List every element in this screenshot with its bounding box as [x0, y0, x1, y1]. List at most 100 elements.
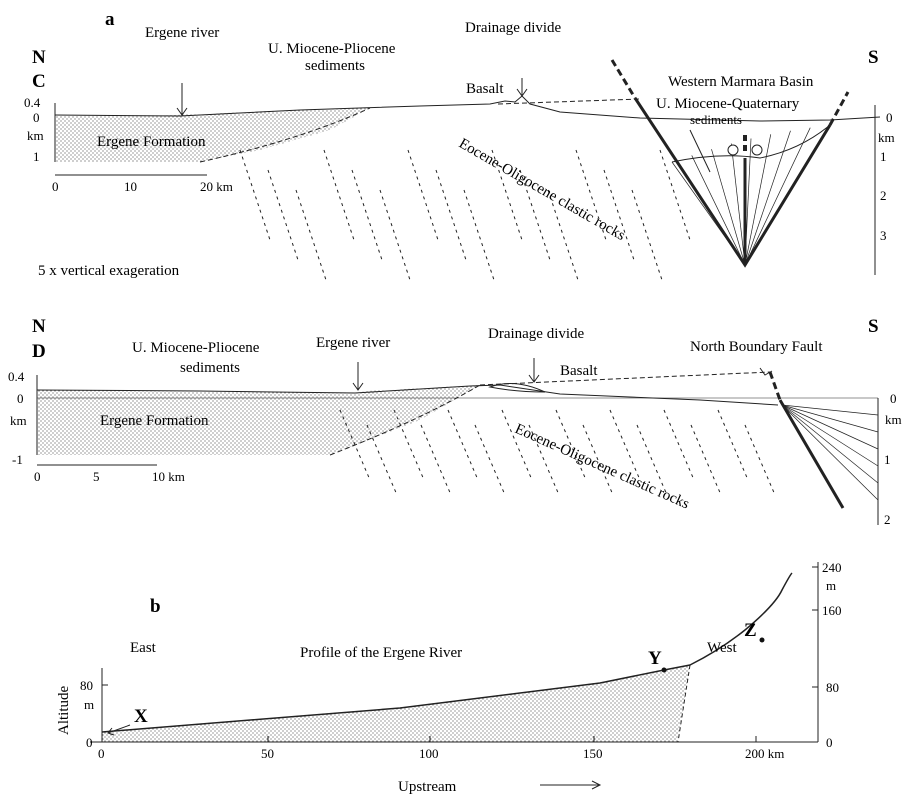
label: Basalt — [466, 81, 504, 97]
south: S — [868, 47, 879, 68]
basin-layers — [672, 125, 830, 265]
axis-label: 240 — [822, 560, 842, 575]
axis-title: Altitude — [56, 685, 72, 735]
layer-line — [436, 170, 466, 260]
label: Drainage divide — [465, 20, 562, 36]
layer-line — [660, 150, 690, 240]
axis-label: 80 — [826, 680, 839, 695]
layer-line — [240, 150, 270, 240]
point — [760, 638, 765, 643]
motion-symbol — [728, 145, 738, 155]
axis-label: km — [878, 130, 895, 145]
axis-label: 100 — [419, 746, 439, 761]
axis-label: 0 — [98, 746, 105, 761]
arrow — [540, 781, 600, 789]
arrow — [690, 130, 710, 172]
fault-dashed — [770, 372, 780, 400]
axis-label: 0 — [34, 469, 41, 484]
arrow — [353, 362, 363, 390]
axis-label: km — [885, 412, 902, 427]
layer-line — [664, 410, 694, 480]
axis-label: 0 — [86, 735, 93, 750]
label: West — [707, 640, 737, 656]
layer-line — [782, 405, 878, 483]
layer-line — [632, 190, 662, 280]
layer-line — [421, 425, 451, 495]
label: U. Miocene-Pliocene — [268, 41, 396, 57]
layer-line — [782, 405, 878, 466]
layer-line — [324, 150, 354, 240]
label: sediments — [305, 58, 365, 74]
axis-label: 5 — [93, 469, 100, 484]
axis-label: 2 — [880, 188, 887, 203]
label: sediments — [690, 112, 742, 127]
north: N — [32, 47, 46, 68]
axis-label: 1 — [33, 149, 40, 164]
fault-dashed — [612, 60, 635, 98]
layer-line — [352, 170, 382, 260]
axis-label: 1 — [880, 149, 887, 164]
axis-label: 0 — [17, 391, 24, 406]
axis-label: 20 km — [200, 179, 233, 194]
point-label: Y — [648, 648, 662, 669]
basalt-dashed — [480, 372, 770, 385]
axis-label: -1 — [12, 452, 23, 467]
axis-label: m — [84, 697, 94, 712]
axis-label: 150 — [583, 746, 603, 761]
point-label: X — [134, 706, 148, 727]
axis-label: 80 — [80, 678, 93, 693]
layer-line — [408, 150, 438, 240]
axis-label: 2 — [884, 512, 891, 527]
layer-line — [380, 190, 410, 280]
label: Ergene Formation — [97, 134, 206, 150]
axis-label: 0 — [52, 179, 59, 194]
label: Eocene-Oligocene clastic rocks — [512, 421, 691, 513]
axis-label: 200 km — [745, 746, 784, 761]
label: Western Marmara Basin — [668, 74, 814, 90]
layer-line — [475, 425, 505, 495]
arrow — [529, 358, 539, 382]
axis-label: 0 — [33, 110, 40, 125]
panel-label: a — [105, 9, 115, 30]
axis-label: 0.4 — [24, 95, 41, 110]
label: Ergene river — [316, 335, 390, 351]
label: North Boundary Fault — [690, 339, 823, 355]
label: Ergene river — [145, 25, 219, 41]
south: S — [868, 316, 879, 337]
label: Basalt — [560, 363, 598, 379]
label: Drainage divide — [488, 326, 585, 342]
point-label: Z — [744, 620, 757, 641]
axis-label: m — [826, 578, 836, 593]
panel-label: b — [150, 596, 161, 617]
layer-line — [448, 410, 478, 480]
motion-symbol — [752, 145, 762, 155]
arrow — [177, 83, 187, 115]
axis-label: 0 — [886, 110, 893, 125]
layer-line — [604, 170, 634, 260]
label: Ergene Formation — [100, 413, 209, 429]
label: sediments — [180, 360, 240, 376]
layer-line — [464, 190, 494, 280]
label: U. Miocene-Pliocene — [132, 340, 260, 356]
label: U. Miocene-Quaternary — [656, 96, 800, 112]
axis-label: 0.4 — [8, 369, 25, 384]
layer-line — [691, 425, 721, 495]
axis-label: 0 — [826, 735, 833, 750]
note: 5 x vertical exageration — [38, 263, 180, 279]
layer-line — [718, 410, 748, 480]
layer-line — [782, 405, 878, 415]
layer-line — [268, 170, 298, 260]
axis-label: 3 — [880, 228, 887, 243]
river-sediment — [102, 665, 690, 742]
section-name: C — [32, 71, 46, 92]
label: Eocene-Oligocene clastic rocks — [456, 136, 628, 244]
point — [662, 668, 667, 673]
axis-label: 50 — [261, 746, 274, 761]
layer-line — [745, 425, 775, 495]
basalt-dashed — [498, 99, 640, 104]
section-name: D — [32, 341, 46, 362]
axis-label: 10 km — [152, 469, 185, 484]
fault-dashed — [830, 92, 848, 125]
figure: a N C S Ergene river U. Miocene-Pliocene… — [0, 0, 909, 801]
axis-label: km — [10, 413, 27, 428]
